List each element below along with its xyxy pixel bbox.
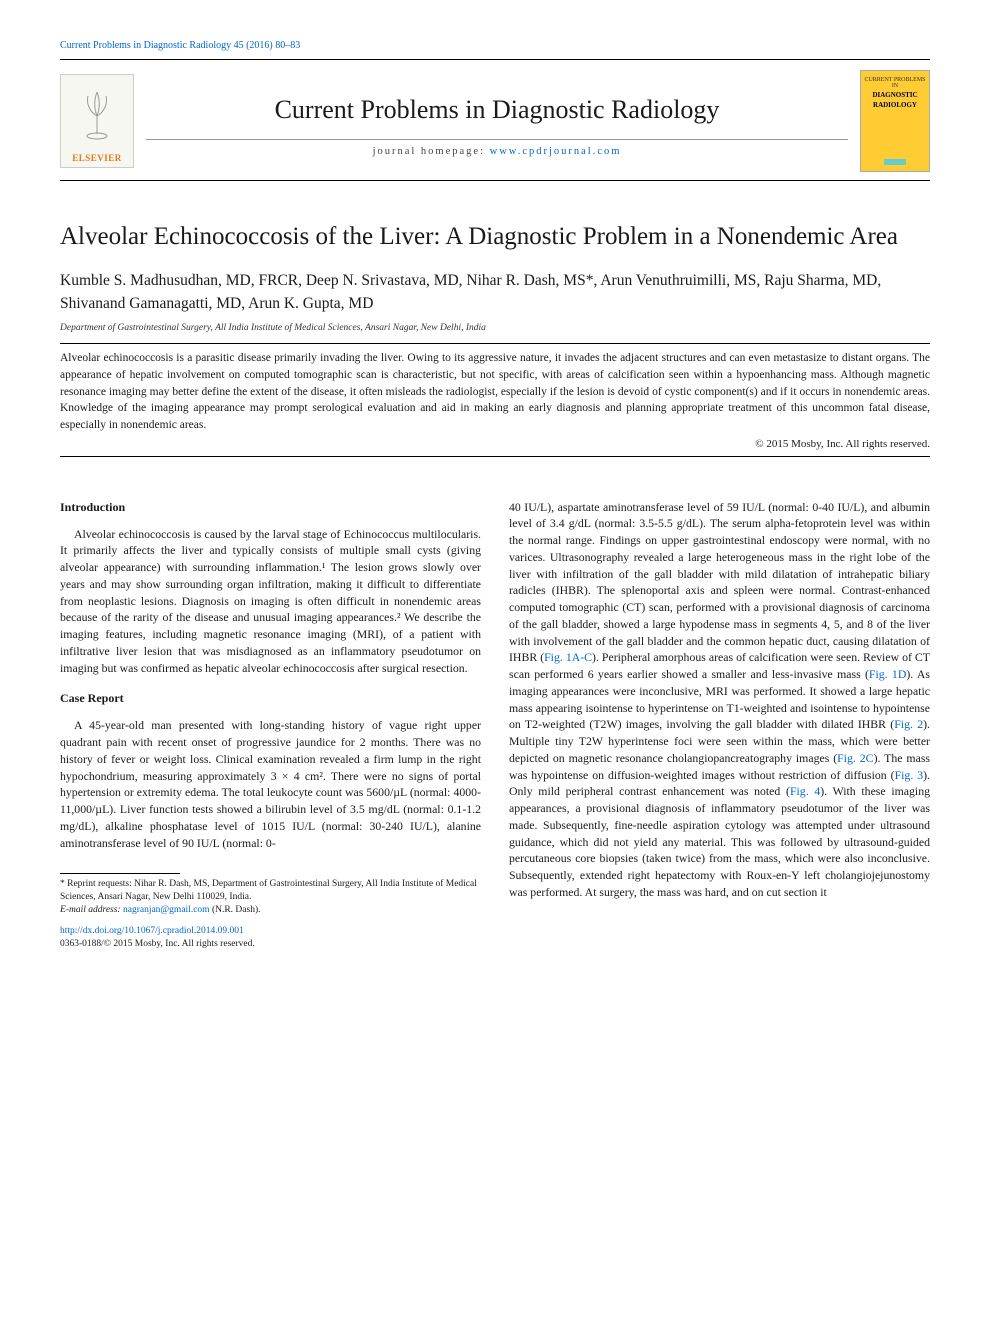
introduction-paragraph: Alveolar echinococcosis is caused by the… (60, 526, 481, 677)
journal-homepage-label: journal homepage: (373, 146, 490, 157)
article-title: Alveolar Echinococcosis of the Liver: A … (60, 221, 930, 252)
running-head: Current Problems in Diagnostic Radiology… (60, 40, 930, 51)
journal-cover-thumb: CURRENT PROBLEMS IN DIAGNOSTIC RADIOLOGY (860, 70, 930, 172)
figref-1d[interactable]: Fig. 1D (869, 667, 906, 681)
case-text-2g: ). With these imaging appearances, a pro… (509, 784, 930, 899)
section-head-case-report: Case Report (60, 690, 481, 707)
corresponding-email: E-mail address: nagranjan@gmail.com (N.R… (60, 904, 481, 917)
email-attribution: (N.R. Dash). (210, 905, 261, 915)
case-text-2a: 40 IU/L), aspartate aminotransferase lev… (509, 500, 930, 665)
elsevier-logo: ELSEVIER (60, 74, 134, 168)
cover-swatch (884, 159, 906, 165)
abstract-copyright: © 2015 Mosby, Inc. All rights reserved. (60, 438, 930, 450)
cover-word2: RADIOLOGY (873, 101, 917, 109)
reprint-request: * Reprint requests: Nihar R. Dash, MS, D… (60, 878, 481, 904)
elsevier-wordmark: ELSEVIER (72, 153, 122, 163)
cover-word1: DIAGNOSTIC (872, 91, 917, 99)
two-column-body: Introduction Alveolar echinococcosis is … (60, 499, 930, 951)
figref-3[interactable]: Fig. 3 (895, 768, 924, 782)
case-report-paragraph-2: 40 IU/L), aspartate aminotransferase lev… (509, 499, 930, 901)
figref-1ac[interactable]: Fig. 1A-C (544, 650, 592, 664)
journal-title-block: Current Problems in Diagnostic Radiology… (146, 85, 848, 157)
journal-header: ELSEVIER Current Problems in Diagnostic … (60, 59, 930, 181)
email-link[interactable]: nagranjan@gmail.com (123, 905, 210, 915)
abstract-rule-top (60, 343, 930, 344)
affiliation: Department of Gastrointestinal Surgery, … (60, 323, 930, 333)
email-label: E-mail address: (60, 905, 123, 915)
journal-homepage: journal homepage: www.cpdrjournal.com (146, 139, 848, 157)
column-right: 40 IU/L), aspartate aminotransferase lev… (509, 499, 930, 951)
figref-2c[interactable]: Fig. 2C (837, 751, 873, 765)
abstract-rule-bottom (60, 456, 930, 457)
elsevier-tree-icon (74, 75, 120, 153)
section-head-introduction: Introduction (60, 499, 481, 516)
abstract: Alveolar echinococcosis is a parasitic d… (60, 350, 930, 433)
cover-eyebrow: CURRENT PROBLEMS IN (863, 77, 927, 89)
figref-4[interactable]: Fig. 4 (790, 784, 820, 798)
footnotes: * Reprint requests: Nihar R. Dash, MS, D… (60, 878, 481, 950)
column-left: Introduction Alveolar echinococcosis is … (60, 499, 481, 951)
author-list: Kumble S. Madhusudhan, MD, FRCR, Deep N.… (60, 270, 930, 315)
figref-2[interactable]: Fig. 2 (894, 717, 923, 731)
doi-link[interactable]: http://dx.doi.org/10.1067/j.cpradiol.201… (60, 926, 244, 936)
footnote-rule (60, 873, 180, 874)
case-report-paragraph-1: A 45-year-old man presented with long-st… (60, 717, 481, 851)
journal-name: Current Problems in Diagnostic Radiology (146, 95, 848, 125)
journal-homepage-link[interactable]: www.cpdrjournal.com (490, 146, 622, 157)
issn-copyright: 0363-0188/© 2015 Mosby, Inc. All rights … (60, 938, 481, 951)
